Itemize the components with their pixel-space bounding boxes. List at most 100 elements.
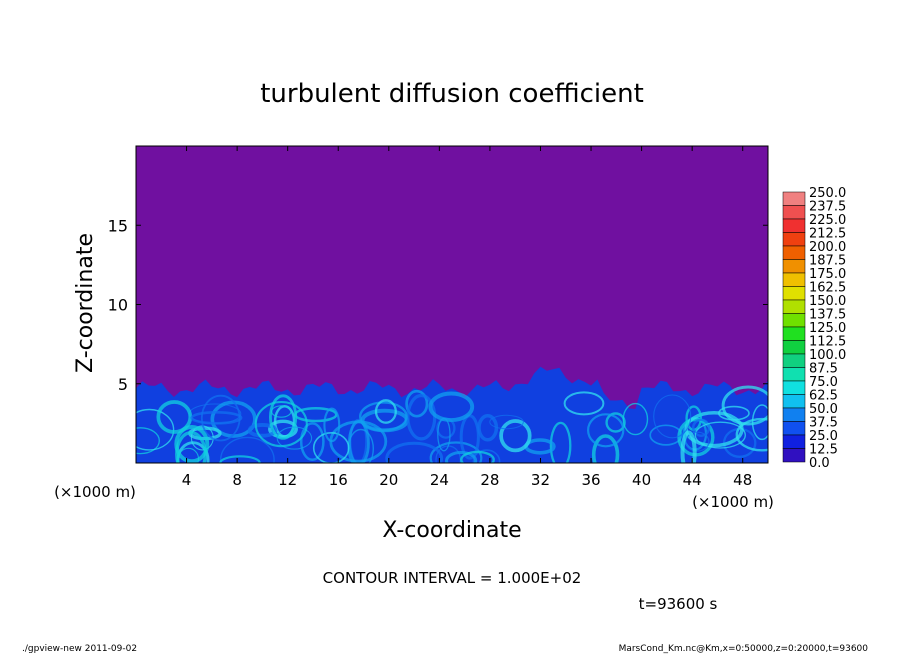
x-tick-label: 8 [232, 471, 242, 489]
footer-left: ./gpview-new 2011-09-02 [22, 644, 137, 654]
colorbar-swatch [782, 434, 806, 449]
colorbar-swatch [782, 394, 806, 409]
colorbar-swatch [782, 191, 806, 206]
colorbar-label: 225.0 [809, 213, 846, 228]
colorbar-label: 175.0 [809, 267, 846, 282]
colorbar-swatch [782, 421, 806, 436]
eddy-swirl [499, 419, 532, 453]
colorbar-swatch [782, 407, 806, 422]
eddy-swirl [247, 422, 278, 438]
colorbar-label: 112.5 [809, 335, 846, 350]
eddy-swirl [312, 432, 350, 463]
eddy-swirl [323, 407, 341, 443]
eddy-swirl [429, 441, 483, 463]
x-tick-label: 20 [379, 471, 398, 489]
eddy-swirl [428, 391, 475, 423]
eddy-swirl [437, 417, 451, 452]
colorbar-swatch [782, 218, 806, 233]
colorbar-label: 137.5 [809, 308, 846, 323]
eddy-swirl [549, 421, 572, 463]
eddy-swirl [445, 451, 478, 463]
eddy-swirl [254, 400, 308, 448]
eddy-swirl [374, 399, 397, 424]
colorbar-label: 87.5 [809, 362, 838, 377]
colorbar-label: 0.0 [809, 456, 830, 471]
eddy-swirl [299, 422, 325, 462]
colorbar-swatch [782, 272, 806, 287]
y-axis-label: Z-coordinate [73, 233, 98, 373]
colorbar-label: 100.0 [809, 348, 846, 363]
eddy-swirl [136, 408, 175, 451]
contour-interval-text: CONTOUR INTERVAL = 1.000E+02 [323, 569, 582, 587]
colorbar-swatch [782, 286, 806, 301]
y-unit-label: (×1000 m) [54, 483, 136, 501]
eddy-swirl [385, 441, 444, 463]
eddy-swirl [489, 414, 524, 430]
eddy-swirl [136, 427, 160, 455]
colorbar-label: 62.5 [809, 389, 838, 404]
colorbar-label: 200.0 [809, 240, 846, 255]
y-tick-label: 10 [108, 296, 128, 315]
colorbar-swatch [782, 299, 806, 314]
colorbar-label: 37.5 [809, 416, 838, 431]
eddy-swirl [735, 417, 768, 452]
eddy-swirl [174, 425, 210, 463]
eddy-swirl [721, 385, 768, 426]
eddy-swirl [276, 426, 313, 450]
colorbar-label: 25.0 [809, 429, 838, 444]
plot-area [135, 145, 769, 464]
eddy-swirl [622, 402, 649, 436]
colorbar-label: 250.0 [809, 186, 846, 201]
colorbar-label: 212.5 [809, 227, 846, 242]
eddy-swirl [691, 418, 711, 437]
eddy-swirl [591, 434, 620, 463]
x-tick-label: 36 [581, 471, 600, 489]
eddy-swirl [563, 391, 605, 416]
eddy-swirl [460, 450, 495, 463]
colorbar-label: 150.0 [809, 294, 846, 309]
y-axis: 5 10 15 [108, 216, 768, 394]
eddy-swirl [200, 394, 241, 442]
eddy-swirl [680, 430, 697, 463]
chart-title: turbulent diffusion coefficient [260, 79, 644, 109]
x-unit-label: (×1000 m) [692, 493, 774, 511]
eddy-swirl [190, 410, 243, 425]
eddy-swirl [653, 394, 692, 439]
footer-right: MarsCond_Km.nc@Km,x=0:50000,z=0:20000,t=… [619, 644, 869, 654]
x-tick-label: 24 [430, 471, 449, 489]
eddy-swirl [751, 404, 768, 441]
colorbar-swatch [782, 448, 806, 463]
eddy-swirl [587, 413, 625, 448]
colorbar-label: 125.0 [809, 321, 846, 336]
eddy-swirl [694, 421, 746, 449]
colorbar-swatch [782, 245, 806, 260]
colorbar-swatch [782, 326, 806, 341]
colorbar-swatch [782, 367, 806, 382]
eddy-swirl [268, 394, 298, 440]
colorbar-swatch [782, 340, 806, 355]
x-tick-label: 12 [278, 471, 297, 489]
colorbar-swatch [782, 313, 806, 328]
x-tick-label: 4 [182, 471, 192, 489]
colorbar: 250.0237.5225.0212.5200.0187.5175.0162.5… [782, 186, 846, 471]
eddy-swirl [359, 401, 408, 432]
colorbar-swatch [782, 353, 806, 368]
eddy-swirl [605, 412, 626, 433]
time-label: t=93600 s [639, 595, 718, 613]
colorbar-label: 187.5 [809, 254, 846, 269]
eddy-swirl [268, 419, 298, 439]
colorbar-label: 75.0 [809, 375, 838, 390]
colorbar-label: 162.5 [809, 281, 846, 296]
colorbar-label: 237.5 [809, 200, 846, 215]
x-tick-label: 40 [632, 471, 651, 489]
turbulent-layer [136, 366, 768, 463]
x-tick-label: 16 [329, 471, 348, 489]
x-axis: 4 8 12 16 20 24 28 32 36 40 44 48 [182, 146, 752, 489]
colorbar-swatch [782, 205, 806, 220]
colorbar-swatch [782, 380, 806, 395]
x-tick-label: 32 [531, 471, 550, 489]
eddy-swirl [718, 405, 750, 421]
colorbar-label: 12.5 [809, 443, 838, 458]
